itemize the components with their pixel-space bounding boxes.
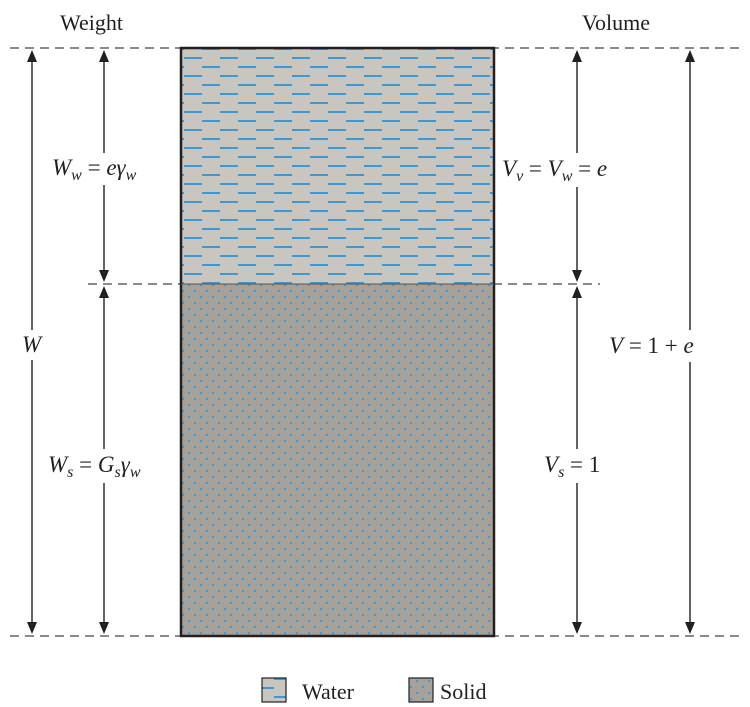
solid-phase [181,284,494,636]
volume-header: Volume [582,10,650,35]
v-void-label: Vv = Vw = e [502,156,607,185]
w-solid-label: Ws = Gsγw [48,452,141,481]
v-void-label-bg [500,153,650,187]
w-total-label-bg [20,330,46,360]
w-solid-label-bg [46,449,170,483]
legend-solid-label: Solid [440,679,486,704]
v-solid-label: Vs = 1 [544,452,600,481]
w-water-label: Ww = eγw [52,155,137,184]
w-water-label-bg [50,153,170,185]
legend: Water Solid [261,677,486,704]
water-phase [181,48,494,284]
v-solid-label-bg [542,449,612,483]
w-total-label: W [22,332,43,357]
v-total-label-bg [608,330,750,362]
v-total-label: V = 1 + e [609,333,694,358]
legend-water-label: Water [302,679,355,704]
solid-swatch-icon [408,677,434,703]
phase-block-outline [179,46,496,638]
water-swatch-icon [261,677,287,703]
weight-header: Weight [60,10,123,35]
